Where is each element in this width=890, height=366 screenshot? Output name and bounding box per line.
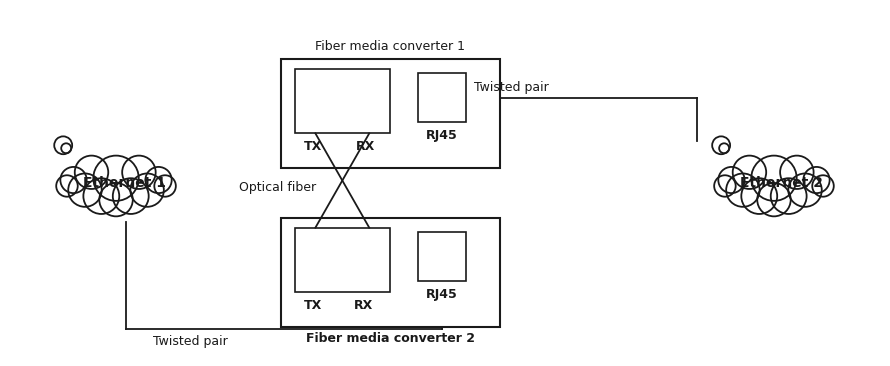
- Circle shape: [813, 175, 834, 197]
- Text: Optical fiber: Optical fiber: [239, 182, 316, 194]
- Text: RX: RX: [353, 299, 373, 311]
- Text: Ethernet 2: Ethernet 2: [740, 176, 823, 190]
- Text: TX: TX: [304, 299, 322, 311]
- Circle shape: [56, 175, 77, 197]
- Circle shape: [113, 178, 149, 214]
- Text: Twisted pair: Twisted pair: [153, 335, 228, 348]
- Circle shape: [771, 178, 806, 214]
- Bar: [418, 73, 466, 123]
- Circle shape: [781, 156, 813, 189]
- Circle shape: [154, 175, 176, 197]
- Bar: [280, 218, 500, 327]
- Circle shape: [757, 183, 790, 216]
- Circle shape: [804, 167, 829, 193]
- Bar: [295, 69, 390, 133]
- Text: Fiber media converter 2: Fiber media converter 2: [305, 332, 474, 345]
- Circle shape: [751, 156, 797, 201]
- Circle shape: [741, 178, 777, 214]
- Bar: [280, 59, 500, 168]
- Circle shape: [93, 156, 139, 201]
- Text: Fiber media converter 1: Fiber media converter 1: [315, 40, 465, 53]
- Text: RX: RX: [356, 140, 375, 153]
- Circle shape: [122, 156, 156, 189]
- Circle shape: [714, 175, 736, 197]
- Text: RJ45: RJ45: [426, 129, 457, 142]
- Text: TX: TX: [304, 140, 322, 153]
- Text: Ethernet 1: Ethernet 1: [83, 176, 166, 190]
- Circle shape: [726, 173, 760, 207]
- Circle shape: [130, 173, 164, 207]
- Circle shape: [789, 173, 821, 207]
- Bar: [295, 228, 390, 292]
- Text: Twisted pair: Twisted pair: [473, 81, 548, 94]
- Circle shape: [145, 167, 172, 193]
- Circle shape: [732, 156, 766, 189]
- Circle shape: [718, 167, 745, 193]
- Circle shape: [75, 156, 109, 189]
- Circle shape: [69, 173, 101, 207]
- Bar: [418, 232, 466, 281]
- Circle shape: [84, 178, 119, 214]
- Text: RJ45: RJ45: [426, 288, 457, 300]
- Circle shape: [100, 183, 133, 216]
- Circle shape: [61, 167, 86, 193]
